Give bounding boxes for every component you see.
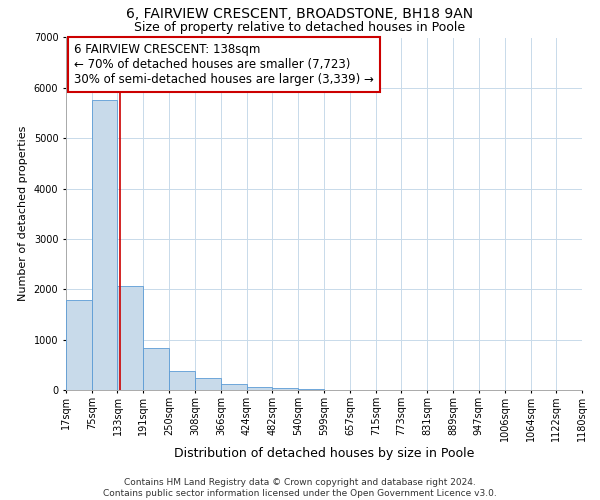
Bar [169, 372, 195, 390]
Bar [221, 384, 247, 390]
Bar [66, 300, 92, 390]
Y-axis label: Number of detached properties: Number of detached properties [18, 126, 28, 302]
Text: Contains HM Land Registry data © Crown copyright and database right 2024.
Contai: Contains HM Land Registry data © Crown c… [103, 478, 497, 498]
Text: 6 FAIRVIEW CRESCENT: 138sqm
← 70% of detached houses are smaller (7,723)
30% of : 6 FAIRVIEW CRESCENT: 138sqm ← 70% of det… [74, 43, 374, 86]
Bar [247, 388, 272, 390]
Bar [92, 100, 118, 390]
Text: Size of property relative to detached houses in Poole: Size of property relative to detached ho… [134, 21, 466, 34]
Bar [272, 388, 298, 390]
Text: 6, FAIRVIEW CRESCENT, BROADSTONE, BH18 9AN: 6, FAIRVIEW CRESCENT, BROADSTONE, BH18 9… [127, 8, 473, 22]
Bar [195, 378, 221, 390]
Bar [118, 286, 143, 390]
Bar [143, 348, 169, 390]
X-axis label: Distribution of detached houses by size in Poole: Distribution of detached houses by size … [174, 446, 474, 460]
